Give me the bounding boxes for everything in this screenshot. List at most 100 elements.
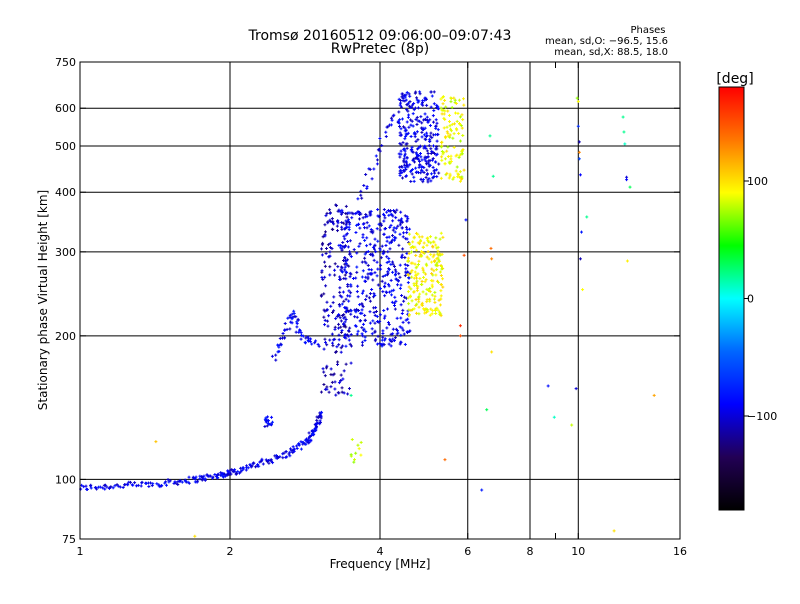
- trace-point: [324, 230, 327, 233]
- trace-point: [247, 466, 250, 469]
- trace-point: [420, 131, 423, 134]
- trace-point: [376, 240, 379, 243]
- trace-point: [384, 244, 387, 247]
- trace-point: [434, 236, 437, 239]
- trace-point: [320, 247, 323, 250]
- trace-point: [446, 110, 449, 113]
- trace-point: [331, 333, 334, 336]
- trace-point: [425, 104, 428, 107]
- trace-point: [449, 100, 452, 103]
- trace-point: [457, 132, 460, 135]
- trace-point: [439, 303, 442, 306]
- trace-point: [385, 211, 388, 214]
- trace-point: [333, 269, 336, 272]
- trace-point: [262, 463, 265, 466]
- trace-point: [394, 231, 397, 234]
- trace-point: [366, 273, 369, 276]
- trace-point: [288, 327, 291, 330]
- trace-point: [461, 134, 464, 137]
- trace-point: [348, 223, 351, 226]
- trace-point: [412, 176, 415, 179]
- trace-point: [421, 135, 424, 138]
- trace-point: [413, 180, 416, 183]
- trace-point: [394, 216, 397, 219]
- trace-point: [274, 354, 277, 357]
- trace-point: [451, 137, 454, 140]
- trace-point: [448, 114, 451, 117]
- trace-point: [361, 276, 364, 279]
- trace-point: [440, 177, 443, 180]
- trace-point: [440, 159, 443, 162]
- trace-point: [350, 362, 353, 365]
- trace-point: [384, 282, 387, 285]
- trace-point: [345, 205, 348, 208]
- trace-point: [437, 163, 440, 166]
- trace-point: [402, 99, 405, 102]
- trace-point: [423, 242, 426, 245]
- trace-point: [354, 452, 357, 455]
- trace-point: [327, 314, 330, 317]
- trace-point: [367, 264, 370, 267]
- trace-point: [426, 244, 429, 247]
- phase-stats-o: mean, sd,O: −96.5, 15.6: [545, 36, 668, 47]
- trace-point: [361, 308, 364, 311]
- trace-point: [394, 336, 397, 339]
- trace-point: [419, 178, 422, 181]
- trace-point: [323, 323, 326, 326]
- trace-point: [400, 226, 403, 229]
- trace-point: [418, 235, 421, 238]
- trace-point: [410, 250, 413, 253]
- trace-point: [441, 236, 444, 239]
- trace-point: [331, 344, 334, 347]
- trace-point: [434, 295, 437, 298]
- trace-point: [343, 237, 346, 240]
- trace-point: [393, 296, 396, 299]
- trace-point: [389, 247, 392, 250]
- data-points: [79, 90, 656, 537]
- trace-point: [439, 98, 442, 101]
- trace-point: [435, 122, 438, 125]
- trace-point: [422, 276, 425, 279]
- trace-point: [421, 99, 424, 102]
- trace-point: [324, 374, 327, 377]
- trace-point: [334, 262, 337, 265]
- trace-point: [440, 232, 443, 235]
- trace-point: [377, 335, 380, 338]
- trace-point: [461, 127, 464, 130]
- trace-point: [345, 298, 348, 301]
- trace-point: [426, 256, 429, 259]
- trace-point: [373, 322, 376, 325]
- trace-point: [129, 481, 132, 484]
- trace-point: [430, 136, 433, 139]
- trace-point: [347, 300, 350, 303]
- trace-point: [296, 447, 299, 450]
- trace-point: [281, 337, 284, 340]
- trace-point: [374, 238, 377, 241]
- trace-point: [337, 343, 340, 346]
- trace-point: [348, 226, 351, 229]
- trace-point: [433, 90, 436, 93]
- trace-point: [449, 173, 452, 176]
- trace-point: [333, 387, 336, 390]
- trace-point: [379, 287, 382, 290]
- trace-point: [322, 371, 325, 374]
- trace-point: [429, 179, 432, 182]
- trace-point: [274, 359, 277, 362]
- trace-point: [281, 456, 284, 459]
- trace-point: [440, 294, 443, 297]
- trace-point: [407, 290, 410, 293]
- trace-point: [359, 319, 362, 322]
- trace-point: [371, 319, 374, 322]
- trace-point: [458, 99, 461, 102]
- trace-point: [387, 257, 390, 260]
- trace-point: [341, 241, 344, 244]
- trace-point: [429, 135, 432, 138]
- trace-point: [385, 135, 388, 138]
- trace-point: [336, 265, 339, 268]
- trace-point: [402, 235, 405, 238]
- trace-point: [328, 208, 331, 211]
- trace-point: [435, 175, 438, 178]
- trace-point: [456, 120, 459, 123]
- trace-point: [331, 217, 334, 220]
- trace-point: [422, 246, 425, 249]
